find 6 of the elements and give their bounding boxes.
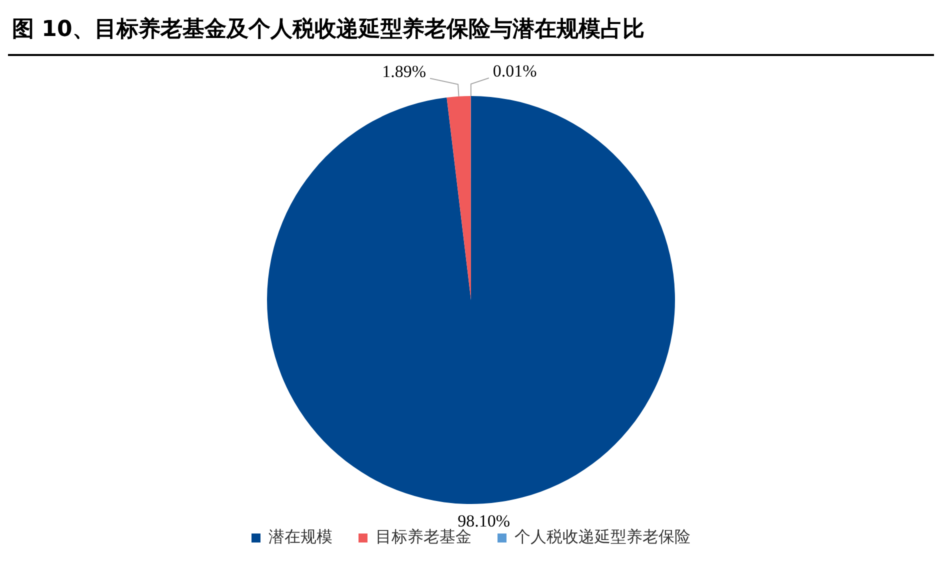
legend-label: 目标养老基金	[376, 527, 472, 546]
data-label: 0.01%	[492, 61, 537, 80]
legend-label: 潜在规模	[268, 527, 332, 546]
legend-label: 个人税收递延型养老保险	[514, 527, 690, 546]
chart-title: 图 10、目标养老基金及个人税收递延型养老保险与潜在规模占比	[8, 8, 934, 56]
data-label: 1.89%	[382, 62, 426, 81]
